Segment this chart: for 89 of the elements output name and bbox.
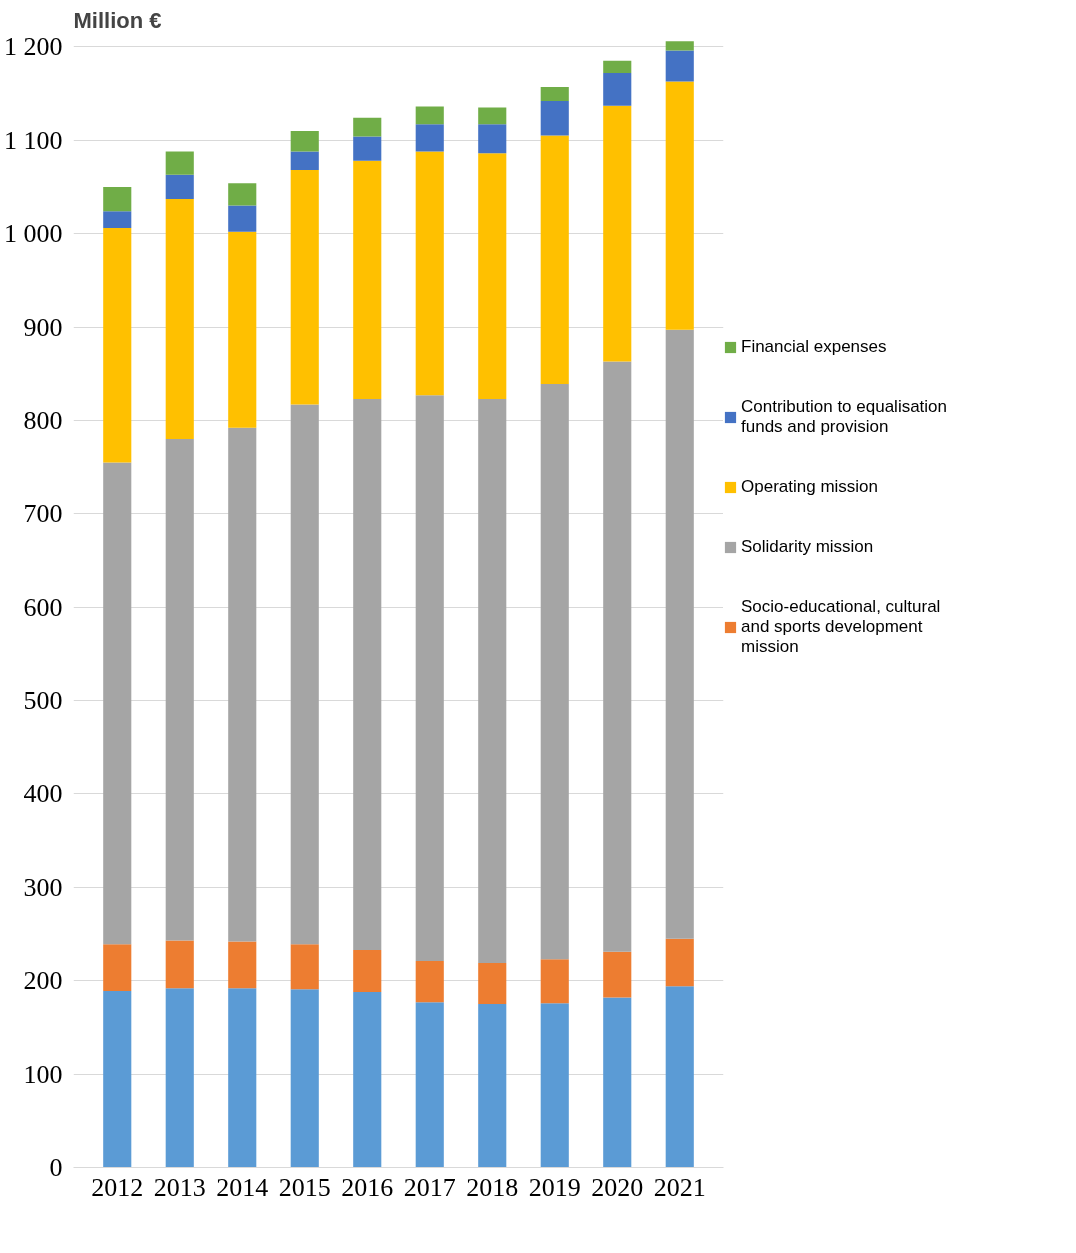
bar: [290, 170, 319, 405]
x-tick-label: 2016: [341, 1172, 394, 1202]
y-tick-label: 300: [23, 872, 63, 902]
bar: [290, 151, 319, 171]
bar: [290, 130, 319, 152]
bar: [228, 183, 257, 206]
bar: [665, 81, 694, 330]
bar: [603, 997, 632, 1168]
bar: [540, 383, 569, 960]
legend-label: Operating mission: [741, 477, 879, 497]
bar: [228, 988, 257, 1168]
bar: [103, 944, 132, 991]
bar: [353, 949, 382, 992]
bar: [478, 398, 507, 963]
bar: [478, 124, 507, 154]
bar: [540, 1003, 569, 1168]
bar: [353, 136, 382, 161]
bar: [228, 941, 257, 989]
bar: [603, 951, 632, 998]
bar: [540, 135, 569, 384]
bar: [478, 107, 507, 125]
bar: [665, 50, 694, 82]
bar: [353, 160, 382, 399]
legend-label: Financial expenses: [741, 337, 887, 357]
x-tick-label: 2013: [153, 1172, 206, 1202]
y-tick-label: 1 200: [4, 32, 63, 62]
bar: [353, 117, 382, 137]
x-tick-label: 2014: [216, 1172, 269, 1202]
bar: [103, 211, 132, 229]
y-tick-label: 600: [23, 592, 63, 622]
bar: [665, 329, 694, 939]
x-tick-label: 2015: [278, 1172, 331, 1202]
bar: [165, 174, 194, 200]
y-tick-label: 200: [23, 966, 63, 996]
bar: [665, 41, 694, 51]
bar: [478, 153, 507, 399]
bar: [540, 87, 569, 101]
bar: [540, 959, 569, 1004]
bar: [290, 404, 319, 945]
bar: [603, 105, 632, 362]
x-tick-label: 2020: [591, 1172, 644, 1202]
bar: [165, 439, 194, 941]
y-tick-label: 800: [23, 405, 63, 435]
bar: [290, 989, 319, 1168]
bar: [103, 186, 132, 212]
bar: [478, 962, 507, 1005]
x-tick-label: 2018: [466, 1172, 519, 1202]
y-tick-label: 700: [23, 499, 63, 529]
y-tick-label: 1 100: [4, 125, 63, 155]
x-tick-label: 2019: [528, 1172, 581, 1202]
bar: [228, 205, 257, 232]
bar: [165, 151, 194, 175]
y-tick-label: 500: [23, 686, 63, 716]
bar: [165, 199, 194, 440]
bar: [165, 940, 194, 989]
y-tick-label: 100: [23, 1059, 63, 1089]
bar: [415, 1002, 444, 1168]
bar: [665, 986, 694, 1168]
y-axis-title: Million €: [73, 7, 162, 33]
x-tick-label: 2012: [91, 1172, 144, 1202]
bar: [415, 106, 444, 125]
y-tick-label: 400: [23, 779, 63, 809]
bar: [165, 988, 194, 1168]
legend-label: Socio-educational, cultural and sports development mission: [741, 597, 941, 657]
bar: [290, 944, 319, 990]
bar: [665, 938, 694, 987]
bar: [415, 961, 444, 1003]
bar: [353, 991, 382, 1168]
y-tick-label: 0: [49, 1153, 63, 1182]
y-tick-label: 900: [23, 312, 63, 342]
bar: [228, 427, 257, 942]
bar: [415, 124, 444, 152]
bar: [103, 228, 132, 463]
x-tick-label: 2021: [653, 1172, 706, 1202]
bar: [353, 398, 382, 950]
bar: [478, 1004, 507, 1168]
bar: [103, 991, 132, 1168]
legend-label: Contribution to equalisation funds and provision: [741, 397, 948, 437]
y-tick-label: 1 000: [4, 219, 63, 249]
legend-label: Solidarity mission: [741, 537, 874, 557]
bar: [540, 101, 569, 136]
bar: [603, 72, 632, 106]
bar: [603, 361, 632, 952]
bar: [603, 60, 632, 73]
bar: [103, 462, 132, 945]
bar: [415, 395, 444, 962]
x-tick-label: 2017: [403, 1172, 456, 1202]
bar: [228, 231, 257, 428]
bar: [415, 151, 444, 396]
